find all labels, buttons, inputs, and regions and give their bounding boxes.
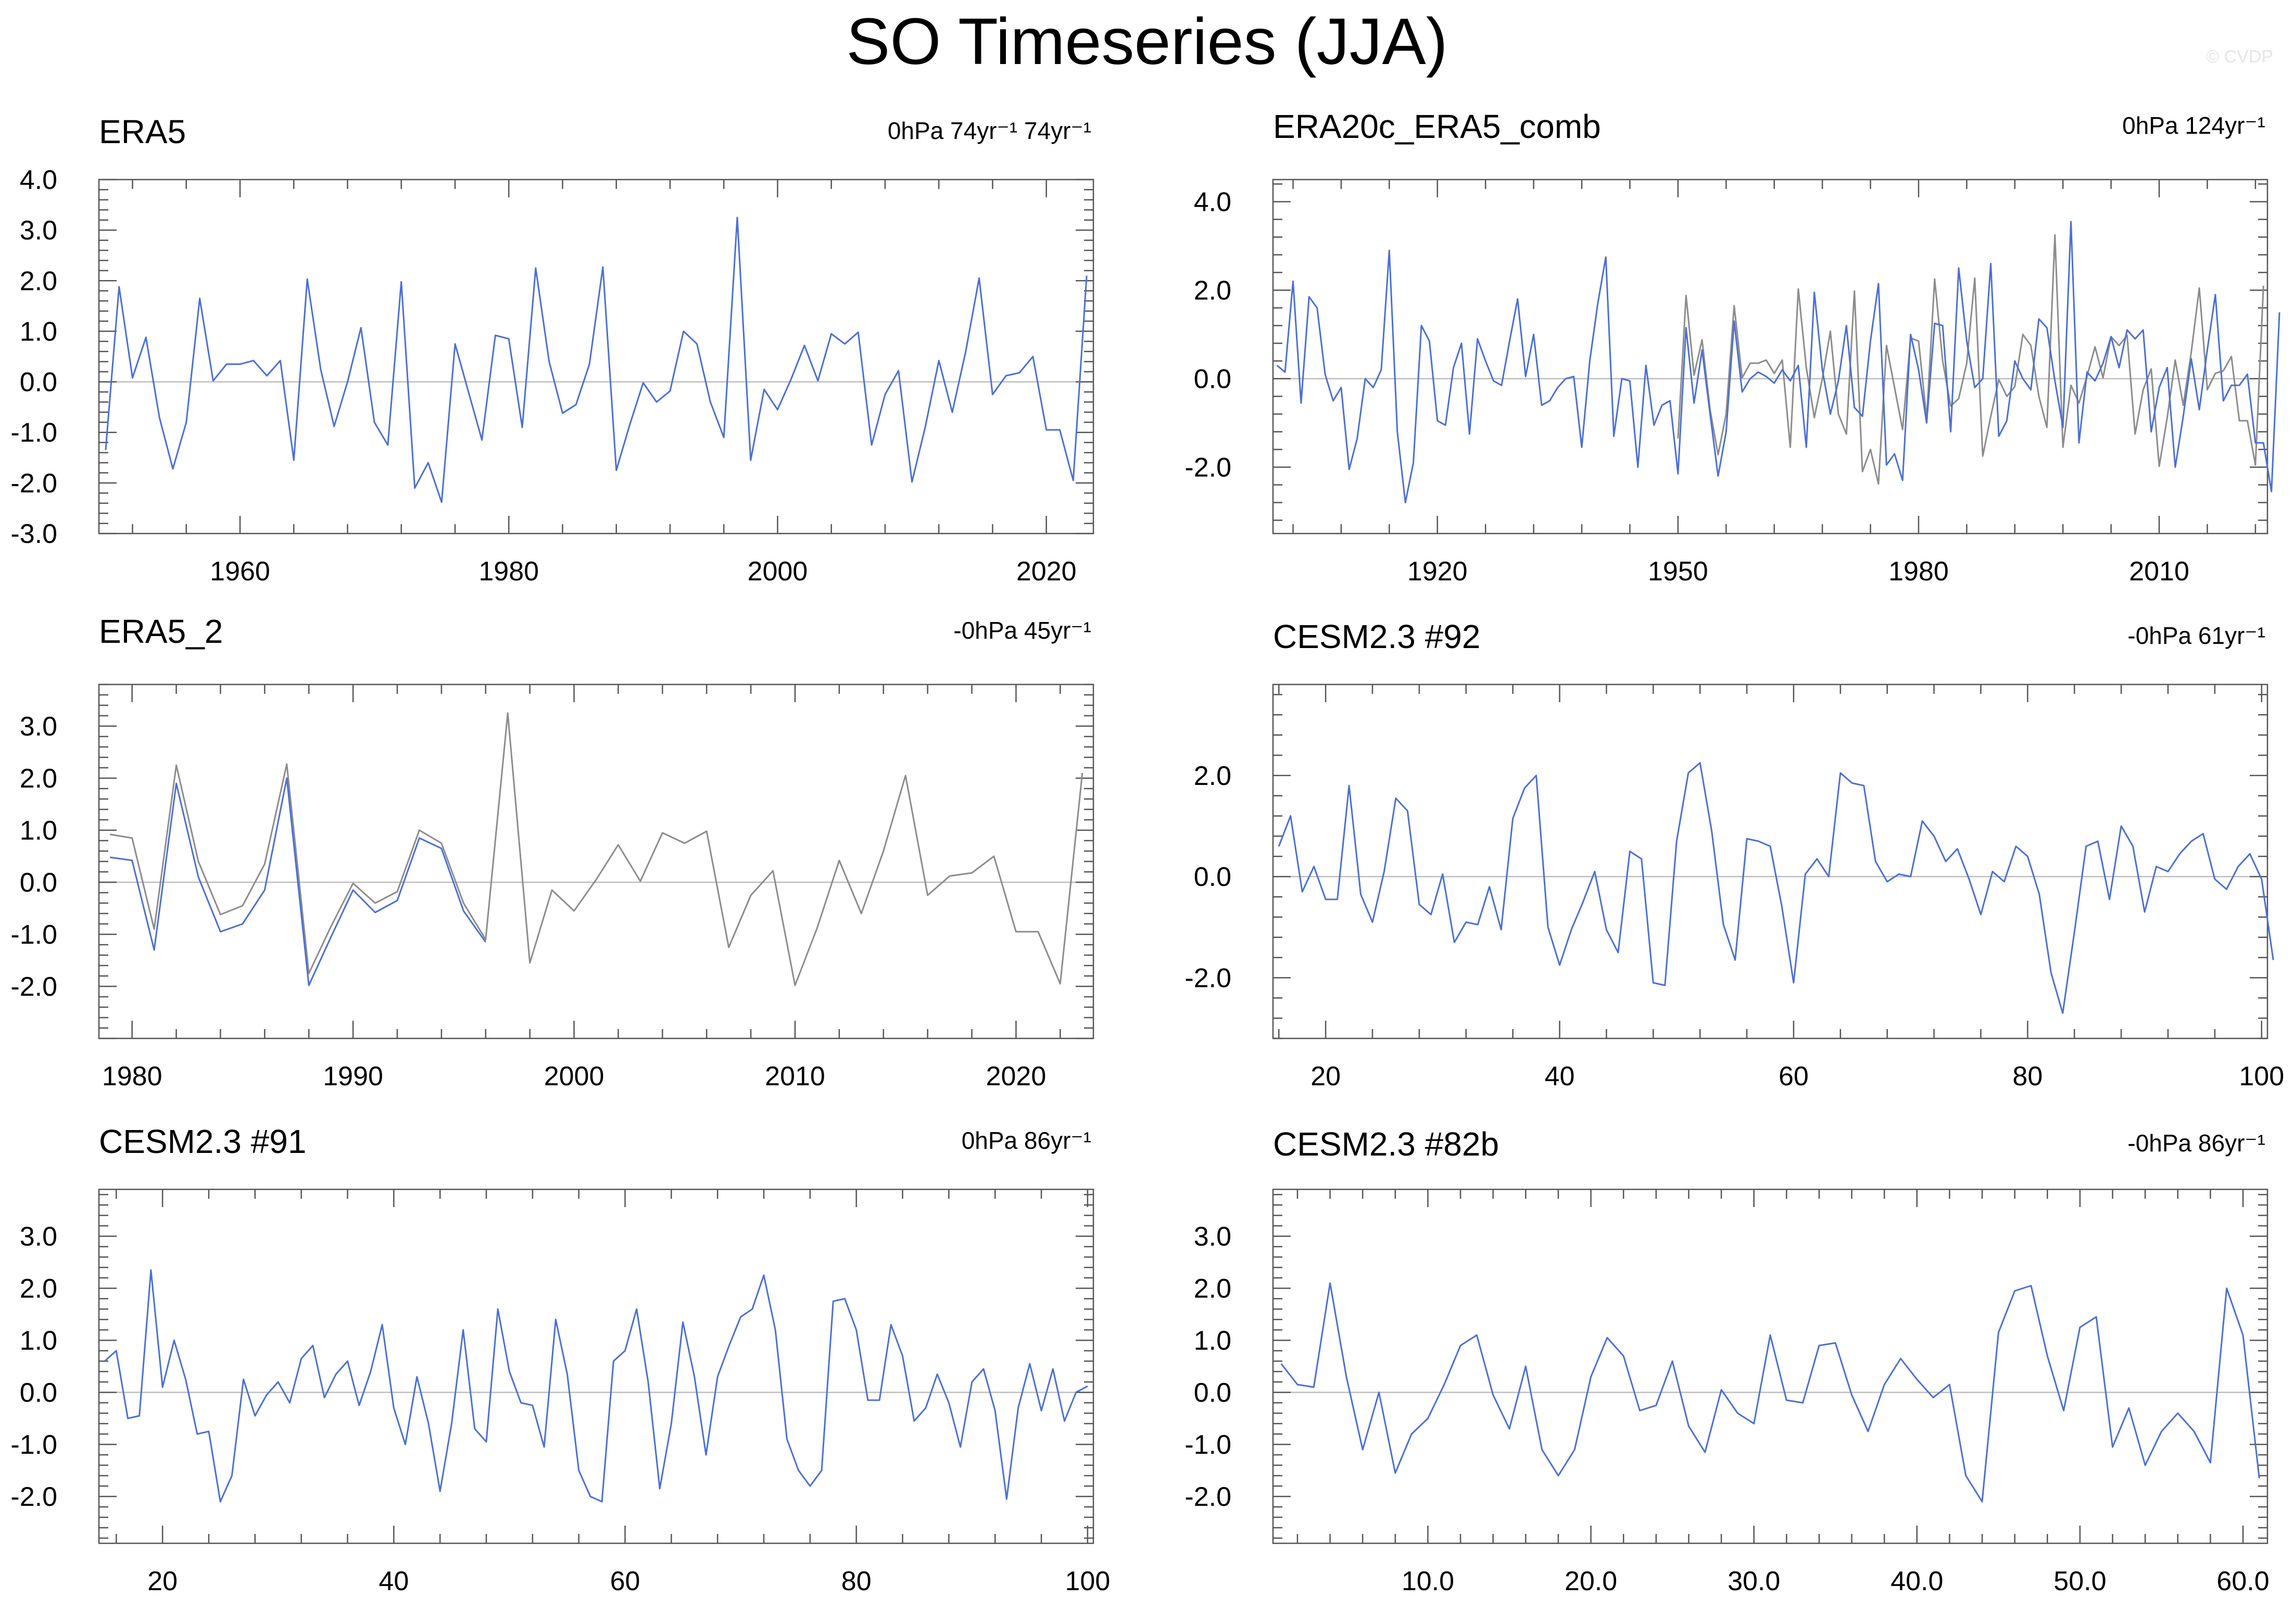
panel-info: -0hPa 45yr⁻¹ — [953, 617, 1091, 644]
panel-info: 0hPa 124yr⁻¹ — [2122, 112, 2265, 139]
series-line-primary — [105, 217, 1088, 503]
panel-5: CESM2.3 #91 0hPa 86yr⁻¹ 3.0 2.0 1.0 0.0 -1.0 -2… — [10, 1123, 1110, 1596]
y-tick-label: 0.0 — [20, 367, 57, 398]
y-tick-label: 2.0 — [20, 1274, 57, 1304]
panel-6: CESM2.3 #82b -0hPa 86yr⁻¹ 3.0 2.0 1.0 0.0 -1.0… — [1184, 1125, 2269, 1596]
y-tick-label: -2.0 — [10, 468, 57, 499]
plot-frame — [98, 683, 1094, 1039]
y-tick-label: -1.0 — [10, 1430, 57, 1460]
series-line-secondary — [109, 712, 1083, 986]
x-tick-label: 80 — [2012, 1061, 2043, 1092]
y-tick-label: 0.0 — [20, 1378, 57, 1408]
plot-frame — [98, 1188, 1094, 1544]
x-tick-label: 100 — [1065, 1566, 1111, 1596]
y-tick-label: 0.0 — [1194, 364, 1231, 395]
panel-info: 0hPa 74yr⁻¹ 74yr⁻¹ — [888, 117, 1091, 144]
y-tick-label: 2.0 — [20, 266, 57, 296]
y-tick-label: 1.0 — [20, 1326, 57, 1356]
x-tick-label: 1920 — [1407, 556, 1468, 587]
copyright-watermark: © CVDP — [2206, 47, 2273, 67]
panel-2: ERA20c_ERA5_comb 0hPa 124yr⁻¹ 4.0 2.0 0.0 -2.… — [1184, 108, 2280, 587]
x-tick-label: 1960 — [210, 556, 270, 587]
panel-title: CESM2.3 #91 — [99, 1123, 306, 1160]
series-line-primary — [1276, 221, 2280, 503]
series-line-primary — [1278, 762, 2274, 1014]
y-tick-label: 1.0 — [20, 816, 57, 846]
x-tick-label: 2010 — [2129, 556, 2189, 587]
y-tick-label: 4.0 — [1194, 187, 1231, 218]
x-tick-label: 2000 — [748, 556, 808, 587]
y-tick-label: 1.0 — [1194, 1326, 1231, 1356]
x-tick-label: 30.0 — [1728, 1566, 1780, 1596]
x-tick-label: 60 — [1779, 1061, 1809, 1092]
y-tick-label: -3.0 — [10, 519, 57, 549]
x-tick-label: 100 — [2239, 1061, 2284, 1092]
y-tick-label: 3.0 — [20, 1222, 57, 1252]
y-tick-label: 2.0 — [1194, 1274, 1231, 1304]
series-line-primary — [109, 777, 487, 986]
plot-frame — [98, 179, 1094, 535]
y-tick-label: 3.0 — [1194, 1222, 1231, 1252]
x-tick-label: 1980 — [478, 556, 539, 587]
y-tick-label: -1.0 — [10, 418, 57, 448]
panel-title: CESM2.3 #82b — [1273, 1125, 1499, 1163]
y-tick-label: 4.0 — [20, 165, 57, 195]
series-line-primary — [1280, 1282, 2260, 1503]
panel-info: 0hPa 86yr⁻¹ — [962, 1127, 1091, 1154]
y-tick-label: 0.0 — [1194, 1378, 1231, 1408]
y-tick-label: 0.0 — [20, 868, 57, 898]
y-tick-label: 2.0 — [1194, 276, 1231, 306]
panel-3: ERA5_2 -0hPa 45yr⁻¹ 3.0 2.0 1.0 0.0 -1.0 -2.0 19… — [10, 613, 1094, 1092]
x-tick-label: 2000 — [544, 1061, 604, 1092]
x-tick-label: 10.0 — [1402, 1566, 1454, 1596]
plot-frame — [1272, 179, 2268, 535]
x-tick-label: 40 — [379, 1566, 409, 1596]
y-tick-label: -2.0 — [10, 972, 57, 1002]
series-line-secondary — [1677, 234, 2264, 485]
panel-info: -0hPa 61yr⁻¹ — [2127, 622, 2265, 649]
y-tick-label: 3.0 — [20, 215, 57, 246]
panel-title: ERA5_2 — [99, 613, 223, 650]
plot-frame — [1272, 1188, 2268, 1544]
x-tick-label: 80 — [841, 1566, 872, 1596]
x-tick-label: 20 — [1310, 1061, 1341, 1092]
panel-info: -0hPa 86yr⁻¹ — [2127, 1130, 2265, 1157]
x-tick-label: 2020 — [986, 1061, 1047, 1092]
y-tick-label: 2.0 — [20, 764, 57, 794]
y-tick-label: -1.0 — [10, 920, 57, 950]
y-tick-label: -2.0 — [1184, 963, 1231, 993]
x-tick-label: 2020 — [1016, 556, 1077, 587]
x-tick-label: 1980 — [102, 1061, 162, 1092]
x-tick-label: 1980 — [1888, 556, 1949, 587]
x-tick-label: 60.0 — [2216, 1566, 2269, 1596]
plot-frame — [1272, 683, 2268, 1039]
x-tick-label: 60 — [610, 1566, 640, 1596]
y-tick-label: 3.0 — [20, 712, 57, 742]
x-tick-label: 50.0 — [2053, 1566, 2106, 1596]
x-tick-label: 20 — [147, 1566, 178, 1596]
y-tick-label: -1.0 — [1184, 1430, 1231, 1460]
y-tick-label: -2.0 — [1184, 453, 1231, 483]
panel-title: ERA5 — [99, 113, 186, 150]
y-tick-label: 2.0 — [1194, 761, 1231, 791]
x-tick-label: 1990 — [323, 1061, 383, 1092]
y-tick-label: -2.0 — [10, 1482, 57, 1512]
x-tick-label: 1950 — [1648, 556, 1708, 587]
panel-title: CESM2.3 #92 — [1273, 618, 1480, 655]
x-tick-label: 40 — [1545, 1061, 1575, 1092]
y-tick-label: 1.0 — [20, 316, 57, 347]
panel-title: ERA20c_ERA5_comb — [1273, 108, 1601, 145]
panel-4: CESM2.3 #92 -0hPa 61yr⁻¹ 2.0 0.0 -2.0 20 40 60 8… — [1184, 618, 2284, 1092]
x-tick-label: 40.0 — [1890, 1566, 1943, 1596]
x-tick-label: 20.0 — [1565, 1566, 1617, 1596]
figure-title: SO Timeseries (JJA) — [846, 5, 1448, 78]
panel-1: ERA5 0hPa 74yr⁻¹ 74yr⁻¹ 4.0 3.0 2.0 1.0 0.0 -1.… — [10, 113, 1094, 587]
x-tick-label: 2010 — [765, 1061, 825, 1092]
y-tick-label: 0.0 — [1194, 862, 1231, 892]
series-line-primary — [104, 1269, 1088, 1503]
y-tick-label: -2.0 — [1184, 1482, 1231, 1512]
